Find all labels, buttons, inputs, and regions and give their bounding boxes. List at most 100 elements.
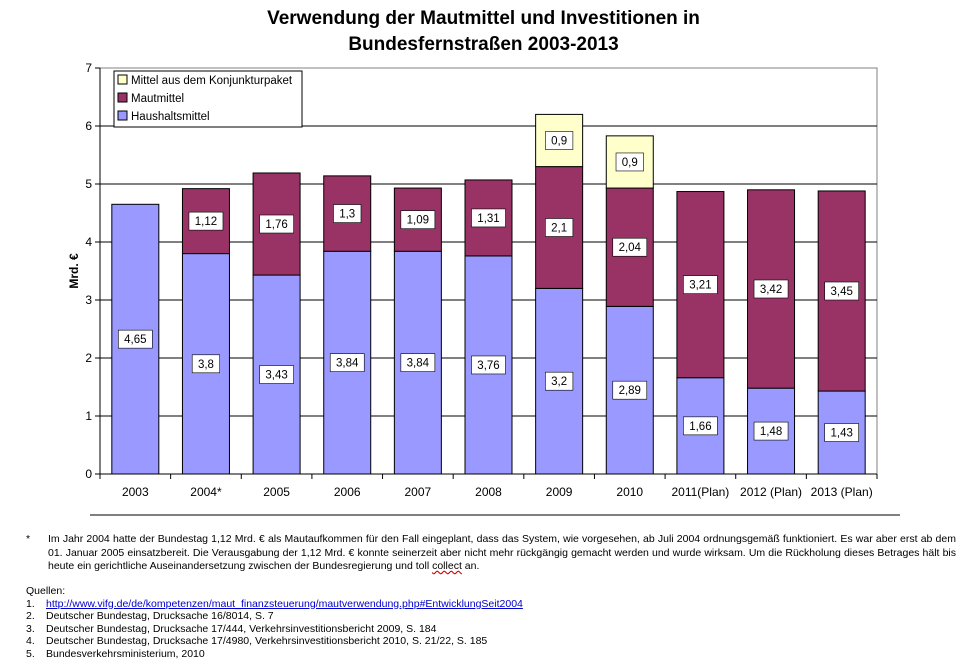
data-label: 3,84: [336, 358, 359, 370]
source-text: Deutscher Bundestag, Drucksache 17/4980,…: [46, 635, 488, 647]
legend-label: Mautmittel: [131, 93, 184, 105]
legend-label: Haushaltsmittel: [131, 111, 210, 123]
chart-title-line-2: Bundesfernstraßen 2003-2013: [348, 34, 619, 55]
data-label: 1,31: [477, 213, 499, 225]
x-tick-label: 2003: [122, 485, 149, 499]
legend-label: Mittel aus dem Konjunkturpaket: [131, 75, 293, 87]
y-tick-label: 1: [85, 409, 92, 423]
data-label-box: [683, 275, 718, 294]
data-label: 2,04: [619, 242, 642, 254]
sources-list: Quellen: 1. http://www.vifg.de/de/kompete…: [26, 585, 523, 660]
data-label: 2,1: [551, 223, 567, 235]
x-tick-label: 2011(Plan): [671, 485, 729, 499]
y-tick-label: 5: [85, 177, 92, 191]
data-label: 3,21: [689, 280, 711, 292]
source-number: 1.: [26, 597, 35, 610]
data-label: 0,9: [622, 157, 638, 169]
x-tick-label: 2005: [263, 485, 290, 499]
data-label-box: [188, 211, 224, 231]
source-text: Deutscher Bundestag, Drucksache 17/444, …: [46, 622, 437, 635]
data-label: 3,84: [407, 358, 430, 370]
data-label-box: [824, 423, 859, 442]
data-label: 1,43: [830, 428, 852, 440]
source-text: Bundesverkehrsministerium, 2010: [46, 647, 205, 660]
data-label-box: [615, 152, 644, 172]
y-tick-label: 4: [85, 235, 92, 249]
y-tick-label: 0: [85, 467, 92, 481]
data-label-box: [400, 210, 436, 229]
y-tick-label: 3: [85, 293, 92, 307]
data-label: 3,2: [551, 376, 567, 388]
data-label-box: [612, 380, 648, 400]
data-label-box: [824, 281, 859, 301]
data-label-box: [329, 353, 365, 372]
sources-heading: Quellen:: [26, 585, 66, 597]
footnote-marker: *: [26, 533, 31, 545]
data-label: 3,42: [760, 284, 782, 296]
data-label: 1,48: [760, 426, 782, 438]
legend-swatch: [117, 74, 128, 85]
legend-swatch: [117, 92, 128, 103]
y-tick-label: 2: [85, 351, 92, 365]
data-label: 3,45: [830, 286, 852, 298]
data-label-box: [612, 237, 648, 257]
data-label: 2,89: [619, 385, 641, 397]
footnote-marked-word: collect: [432, 560, 462, 572]
data-label-box: [753, 279, 789, 299]
x-tick-label: 2013 (Plan): [811, 485, 873, 499]
data-label-box: [753, 421, 789, 441]
source-item: 3. Deutscher Bundestag, Drucksache 17/444…: [26, 623, 523, 636]
footnote: * Im Jahr 2004 hatte der Bundestag 1,12 …: [26, 533, 956, 574]
legend-swatch: [117, 110, 128, 121]
source-item: 4. Deutscher Bundestag, Drucksache 17/498…: [26, 635, 523, 648]
data-label: 1,76: [265, 219, 287, 231]
data-label: 3,8: [198, 359, 214, 371]
data-label-box: [118, 329, 153, 349]
source-number: 5.: [26, 647, 35, 660]
source-item: 5. Bundesverkehrsministerium, 2010: [26, 648, 523, 661]
data-label: 4,65: [124, 334, 146, 346]
data-label-box: [471, 355, 506, 375]
x-tick-label: 2010: [616, 485, 643, 499]
x-tick-label: 2007: [405, 485, 432, 499]
data-label: 1,09: [407, 215, 429, 227]
footnote-text-end: an.: [461, 560, 480, 572]
x-tick-label: 2006: [334, 485, 361, 499]
y-axis-label: Mrd. €: [67, 253, 81, 289]
data-label-box: [471, 208, 506, 228]
chart-title-line-1: Verwendung der Mautmittel und Investitio…: [267, 8, 700, 29]
data-label-box: [333, 204, 362, 223]
data-label: 3,43: [265, 370, 287, 382]
data-label-box: [545, 218, 574, 237]
source-item: 2. Deutscher Bundestag, Drucksache 16/801…: [26, 610, 523, 623]
y-tick-label: 6: [85, 119, 92, 133]
source-item: 1. http://www.vifg.de/de/kompetenzen/maut…: [26, 598, 523, 611]
footnote-text: Im Jahr 2004 hatte der Bundestag 1,12 Mr…: [48, 533, 956, 574]
source-link[interactable]: http://www.vifg.de/de/kompetenzen/maut_f…: [46, 597, 523, 610]
x-tick-label: 2009: [546, 485, 573, 499]
footnote-text-main: Im Jahr 2004 hatte der Bundestag 1,12 Mr…: [48, 533, 956, 572]
x-tick-label: 2008: [475, 485, 502, 499]
source-number: 2.: [26, 610, 35, 622]
source-number: 4.: [26, 635, 35, 647]
data-label-box: [259, 214, 294, 234]
x-tick-label: 2004*: [190, 485, 222, 499]
data-label-box: [683, 416, 718, 436]
data-label: 1,3: [339, 209, 355, 221]
data-label-box: [191, 354, 221, 374]
data-label-box: [545, 371, 574, 391]
data-label-box: [259, 365, 294, 384]
data-label: 1,66: [689, 421, 711, 433]
data-label: 0,9: [551, 136, 567, 148]
source-number: 3.: [26, 622, 35, 635]
x-tick-label: 2012 (Plan): [740, 485, 802, 499]
source-text: Deutscher Bundestag, Drucksache 16/8014,…: [46, 610, 274, 622]
legend: [113, 70, 303, 128]
stacked-bar-chart: 0 1 2 3 4 5 6 7 2003 2004* 2005 2006 2007 2008 2009 201…: [67, 61, 900, 516]
chart-title: Verwendung der Mautmittel und Investitio…: [0, 6, 967, 58]
data-label: 3,76: [477, 360, 499, 372]
data-label-box: [545, 131, 574, 150]
data-label-box: [400, 353, 436, 372]
y-tick-label: 7: [85, 61, 92, 75]
data-label: 1,12: [195, 216, 217, 228]
